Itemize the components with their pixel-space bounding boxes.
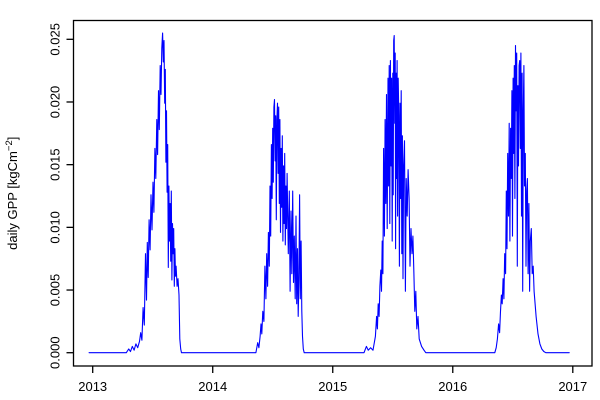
gpp-line-series	[88, 32, 570, 354]
y-tick-label: 0.015	[48, 148, 63, 181]
x-tick-label: 2015	[318, 379, 347, 394]
plot-border	[72, 19, 593, 367]
y-axis-title-text: daily GPP [kgCm	[5, 151, 20, 250]
y-axis: 0.000 0.005 0.010 0.015 0.020 0.025	[48, 23, 74, 369]
y-tick-label: 0.005	[48, 274, 63, 307]
y-tick-label: 0.020	[48, 86, 63, 119]
y-axis-title-superscript: −2	[4, 140, 15, 151]
y-tick-label: 0.025	[48, 23, 63, 56]
x-tick-label: 2014	[198, 379, 227, 394]
x-tick-label: 2017	[558, 379, 587, 394]
y-axis-title-suffix: ]	[5, 137, 20, 141]
x-tick-label: 2016	[438, 379, 467, 394]
x-axis: 2013 2014 2015 2016 2017	[78, 366, 587, 394]
y-axis-title: daily GPP [kgCm−2]	[4, 137, 20, 250]
x-tick-label: 2013	[78, 379, 107, 394]
y-tick-label: 0.000	[48, 336, 63, 369]
y-tick-label: 0.010	[48, 211, 63, 244]
